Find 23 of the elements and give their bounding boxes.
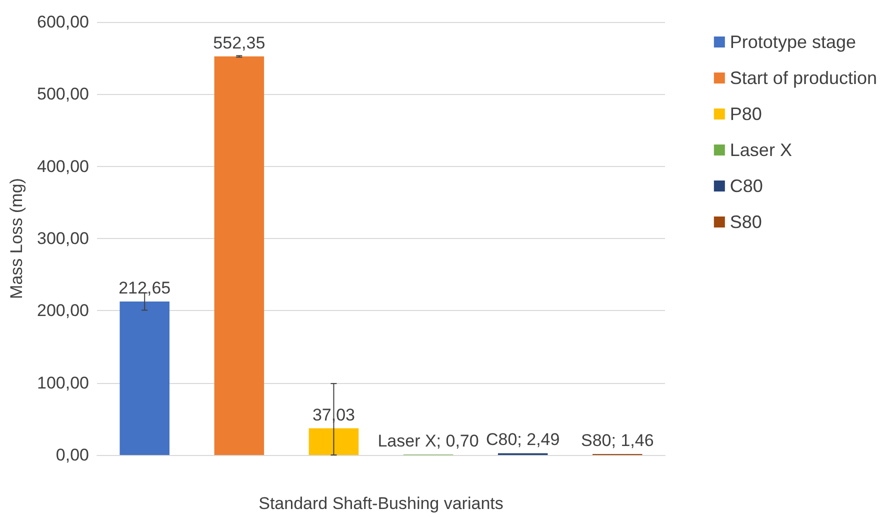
y-tick-label: 600,00: [37, 12, 89, 32]
bar: [214, 56, 264, 455]
y-tick-label: 300,00: [37, 229, 89, 248]
legend-label: S80: [730, 212, 762, 232]
data-label: C80; 2,49: [486, 430, 560, 450]
y-tick-label: 500,00: [37, 84, 89, 104]
legend-label: P80: [730, 104, 762, 124]
bar: [308, 428, 359, 455]
y-tick-label: 100,00: [37, 373, 89, 392]
data-label: 552,35: [213, 33, 266, 52]
y-tick-label: 400,00: [37, 156, 89, 176]
legend-label: Prototype stage: [730, 32, 856, 52]
y-tick-label: 0,00: [56, 446, 89, 464]
data-label: 212,65: [118, 278, 171, 298]
y-axis-title: Mass Loss (mg): [7, 178, 26, 299]
y-tick-label: 200,00: [37, 301, 89, 320]
legend-label: Start of production: [730, 68, 878, 88]
legend-label: Laser X: [730, 140, 792, 160]
data-label: S80; 1,46: [581, 430, 654, 450]
legend-label: C80: [730, 176, 763, 196]
bar: [120, 302, 170, 455]
x-axis-title: Standard Shaft-Bushing variants: [258, 494, 504, 513]
data-label: Laser X; 0,70: [378, 431, 479, 450]
